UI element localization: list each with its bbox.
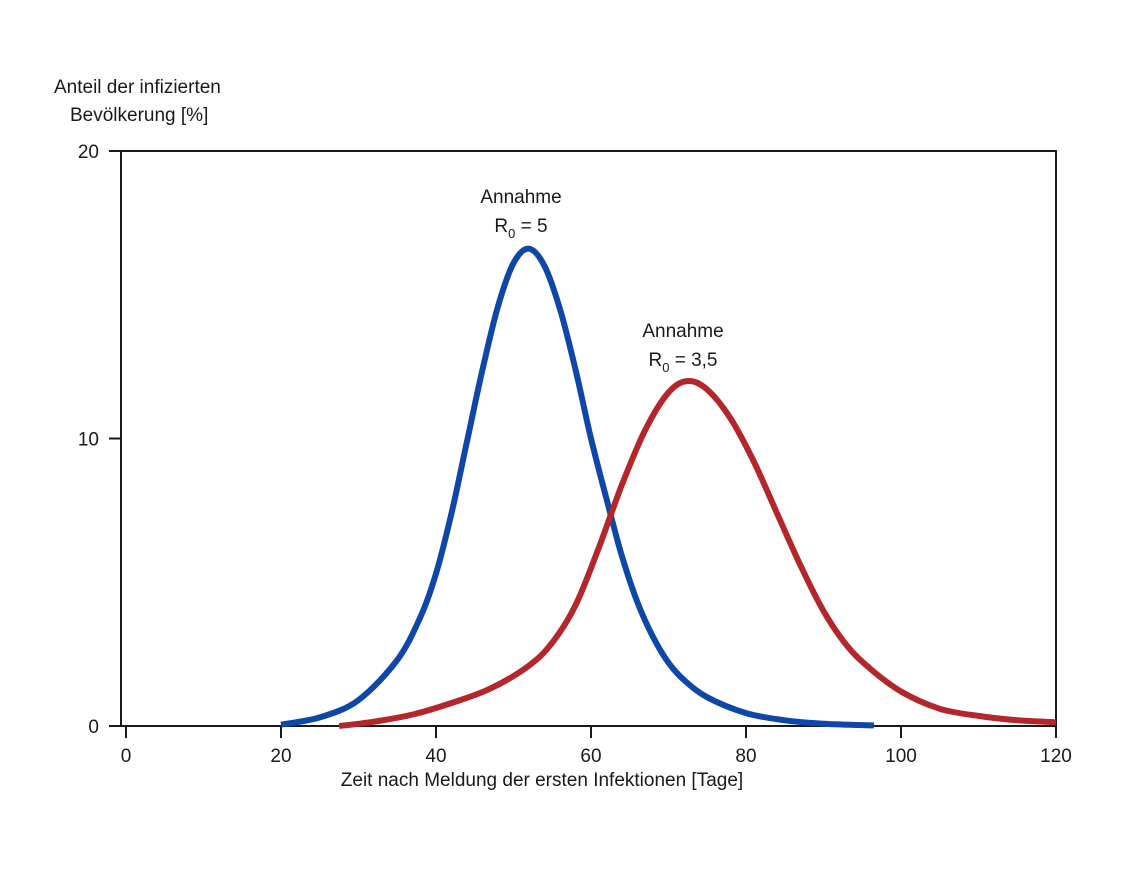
x-axis-title: Zeit nach Meldung der ersten Infektionen… (341, 770, 743, 791)
axis-ticks: 0 20 40 60 80 100 120 0 10 20 (78, 142, 1072, 767)
y-axis-title-line-2: Bevölkerung [%] (70, 105, 208, 126)
series-label-blue-line-2: R0 = 5 (494, 216, 547, 241)
x-tick-label-100: 100 (885, 746, 917, 767)
y-axis-title-line-1: Anteil der infizierten (54, 77, 221, 98)
series-label-blue-line-1: Annahme (480, 187, 561, 208)
y-tick-label-10: 10 (78, 430, 99, 451)
y-tick-label-0: 0 (88, 717, 99, 738)
series-line-r0-5 (280, 245, 875, 729)
x-tick-label-20: 20 (270, 746, 291, 767)
x-tick-label-80: 80 (735, 746, 756, 767)
x-tick-label-40: 40 (425, 746, 446, 767)
x-tick-label-120: 120 (1040, 746, 1072, 767)
y-tick-label-20: 20 (78, 142, 99, 163)
series-label-blue: Annahme R0 = 5 (480, 187, 561, 241)
x-tick-label-60: 60 (580, 746, 601, 767)
series-label-red-line-1: Annahme (642, 321, 723, 342)
series-lines (280, 245, 1057, 729)
series-line-r0-3-5 (338, 377, 1057, 729)
series-label-red-line-2: R0 = 3,5 (648, 350, 717, 375)
x-tick-label-0: 0 (121, 746, 132, 767)
series-label-red: Annahme R0 = 3,5 (642, 321, 723, 375)
